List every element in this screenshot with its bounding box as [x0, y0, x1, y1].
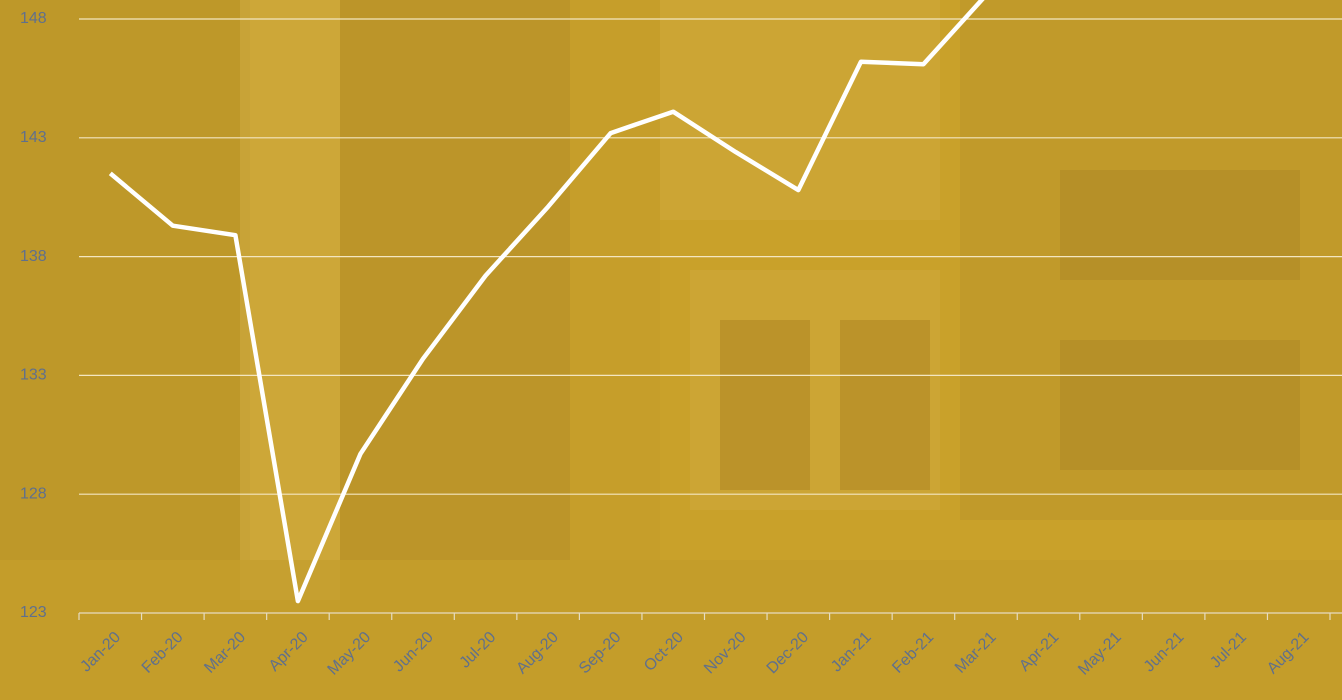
y-tick-label: 138: [20, 248, 47, 265]
y-tick-label: 133: [20, 367, 47, 384]
y-tick-label: 128: [20, 485, 47, 502]
y-tick-label: 123: [20, 604, 47, 621]
line: [108, 0, 985, 604]
y-tick-label: 143: [20, 129, 47, 146]
y-tick-label: 148: [20, 10, 47, 27]
